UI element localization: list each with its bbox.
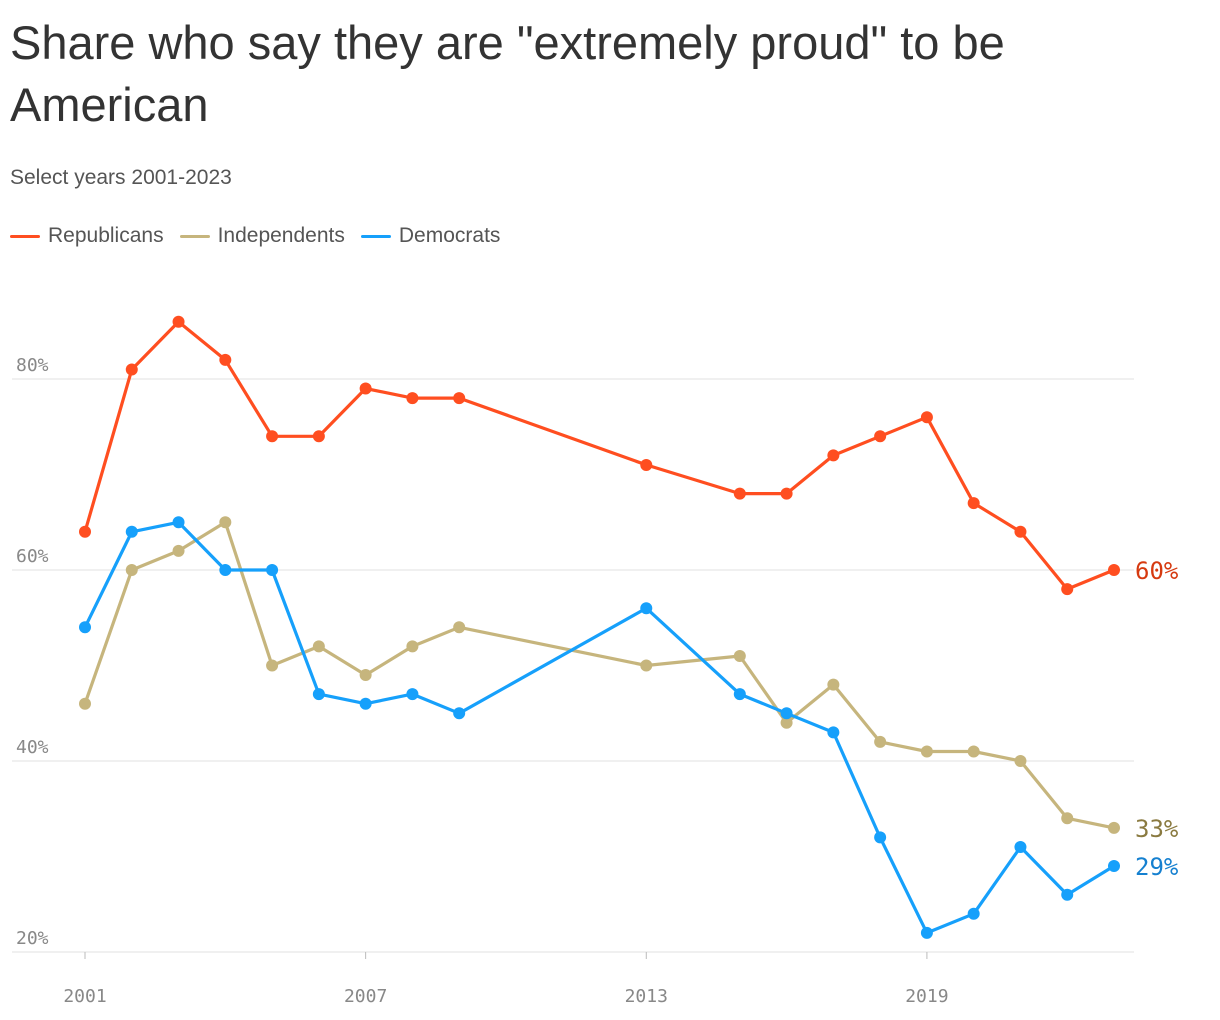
data-point-republicans-2020 <box>967 497 980 510</box>
y-tick-label: 60% <box>16 546 49 567</box>
end-label-independents: 33% <box>1135 815 1179 843</box>
data-point-republicans-2013 <box>640 458 653 471</box>
x-tick-label: 2019 <box>905 986 948 1007</box>
data-point-independents-2005 <box>266 659 279 672</box>
data-point-independents-2003 <box>172 544 185 557</box>
data-point-republicans-2005 <box>266 430 279 443</box>
chart-subtitle: Select years 2001-2023 <box>10 166 232 189</box>
data-point-democrats-2018 <box>874 831 887 844</box>
data-point-independents-2013 <box>640 659 653 672</box>
data-point-independents-2021 <box>1014 755 1027 767</box>
data-point-republicans-2017 <box>827 449 840 462</box>
y-gridlines: 20% 40% 60% 80% <box>12 355 1134 953</box>
end-label-democrats: 29% <box>1135 853 1179 881</box>
data-point-independents-2004 <box>219 516 232 529</box>
data-point-democrats-2004 <box>219 564 232 576</box>
legend-swatch-republicans <box>10 234 40 238</box>
data-point-republicans-2009 <box>453 392 466 405</box>
data-point-independents-2017 <box>827 678 840 691</box>
data-point-independents-2001 <box>79 697 91 710</box>
data-point-republicans-2015 <box>733 487 746 500</box>
data-point-democrats-2023 <box>1108 860 1120 873</box>
legend-label-democrats: Democrats <box>398 224 501 247</box>
data-point-republicans-2001 <box>79 525 91 538</box>
data-point-republicans-2018 <box>874 430 887 443</box>
data-point-republicans-2016 <box>780 487 793 500</box>
data-point-democrats-2016 <box>780 707 793 720</box>
data-point-republicans-2008 <box>406 392 419 405</box>
data-point-republicans-2021 <box>1014 525 1027 538</box>
x-tick-label: 2001 <box>63 986 106 1007</box>
legend-item-democrats: Democrats <box>360 224 501 248</box>
y-tick-label: 80% <box>16 355 49 376</box>
data-point-independents-2019 <box>920 745 933 758</box>
chart-legend: Republicans Independents Democrats <box>10 224 516 248</box>
data-point-democrats-2008 <box>406 688 419 701</box>
data-point-democrats-2020 <box>967 907 980 920</box>
data-point-independents-2020 <box>967 745 980 758</box>
data-point-democrats-2019 <box>920 926 933 939</box>
series-line-republicans <box>83 320 1116 591</box>
x-tick-label: 2007 <box>344 986 387 1007</box>
data-point-independents-2006 <box>312 640 325 653</box>
data-point-independents-2009 <box>453 621 466 634</box>
data-point-independents-2008 <box>406 640 419 653</box>
data-point-democrats-2015 <box>733 688 746 701</box>
legend-swatch-independents <box>179 234 210 238</box>
legend-item-independents: Independents <box>179 224 345 248</box>
data-point-independents-2023 <box>1108 821 1120 834</box>
data-point-republicans-2023 <box>1108 564 1120 576</box>
data-point-democrats-2003 <box>172 516 185 529</box>
legend-item-republicans: Republicans <box>10 224 164 248</box>
data-point-democrats-2017 <box>827 726 840 739</box>
data-point-republicans-2022 <box>1061 583 1074 596</box>
data-point-democrats-2007 <box>359 697 372 710</box>
y-tick-label: 40% <box>16 737 49 758</box>
data-point-independents-2016 <box>780 716 793 729</box>
data-point-independents-2015 <box>733 649 746 662</box>
series-democrats: 29% <box>79 516 1179 939</box>
data-point-democrats-2001 <box>79 621 91 634</box>
data-point-democrats-2005 <box>266 564 279 576</box>
series-line-democrats <box>83 520 1116 935</box>
series-independents: 33% <box>79 516 1179 843</box>
series-republicans: 60% <box>79 315 1179 596</box>
data-point-independents-2022 <box>1061 812 1074 825</box>
data-point-democrats-2021 <box>1014 840 1027 853</box>
data-point-independents-2018 <box>874 735 887 748</box>
data-point-democrats-2002 <box>125 525 138 538</box>
data-point-democrats-2022 <box>1061 888 1074 901</box>
data-point-independents-2002 <box>125 564 138 576</box>
data-point-republicans-2006 <box>312 430 325 443</box>
chart-title: Share who say they are "extremely proud"… <box>10 16 1005 131</box>
y-tick-label: 20% <box>16 928 49 949</box>
data-point-republicans-2002 <box>125 363 138 376</box>
data-point-democrats-2013 <box>640 602 653 615</box>
data-point-democrats-2009 <box>453 707 466 720</box>
legend-swatch-democrats <box>360 234 391 238</box>
legend-label-independents: Independents <box>217 224 345 247</box>
data-point-republicans-2019 <box>920 411 933 424</box>
series-line-independents <box>83 520 1116 830</box>
legend-label-republicans: Republicans <box>48 224 164 247</box>
data-point-independents-2007 <box>359 669 372 682</box>
data-point-republicans-2004 <box>219 353 232 366</box>
end-label-republicans: 60% <box>1135 557 1179 585</box>
data-point-republicans-2007 <box>359 382 372 395</box>
data-point-republicans-2003 <box>172 315 185 328</box>
x-axis: 2001 2007 2013 2019 <box>63 952 949 1007</box>
data-point-democrats-2006 <box>312 688 325 701</box>
x-tick-label: 2013 <box>625 986 668 1007</box>
